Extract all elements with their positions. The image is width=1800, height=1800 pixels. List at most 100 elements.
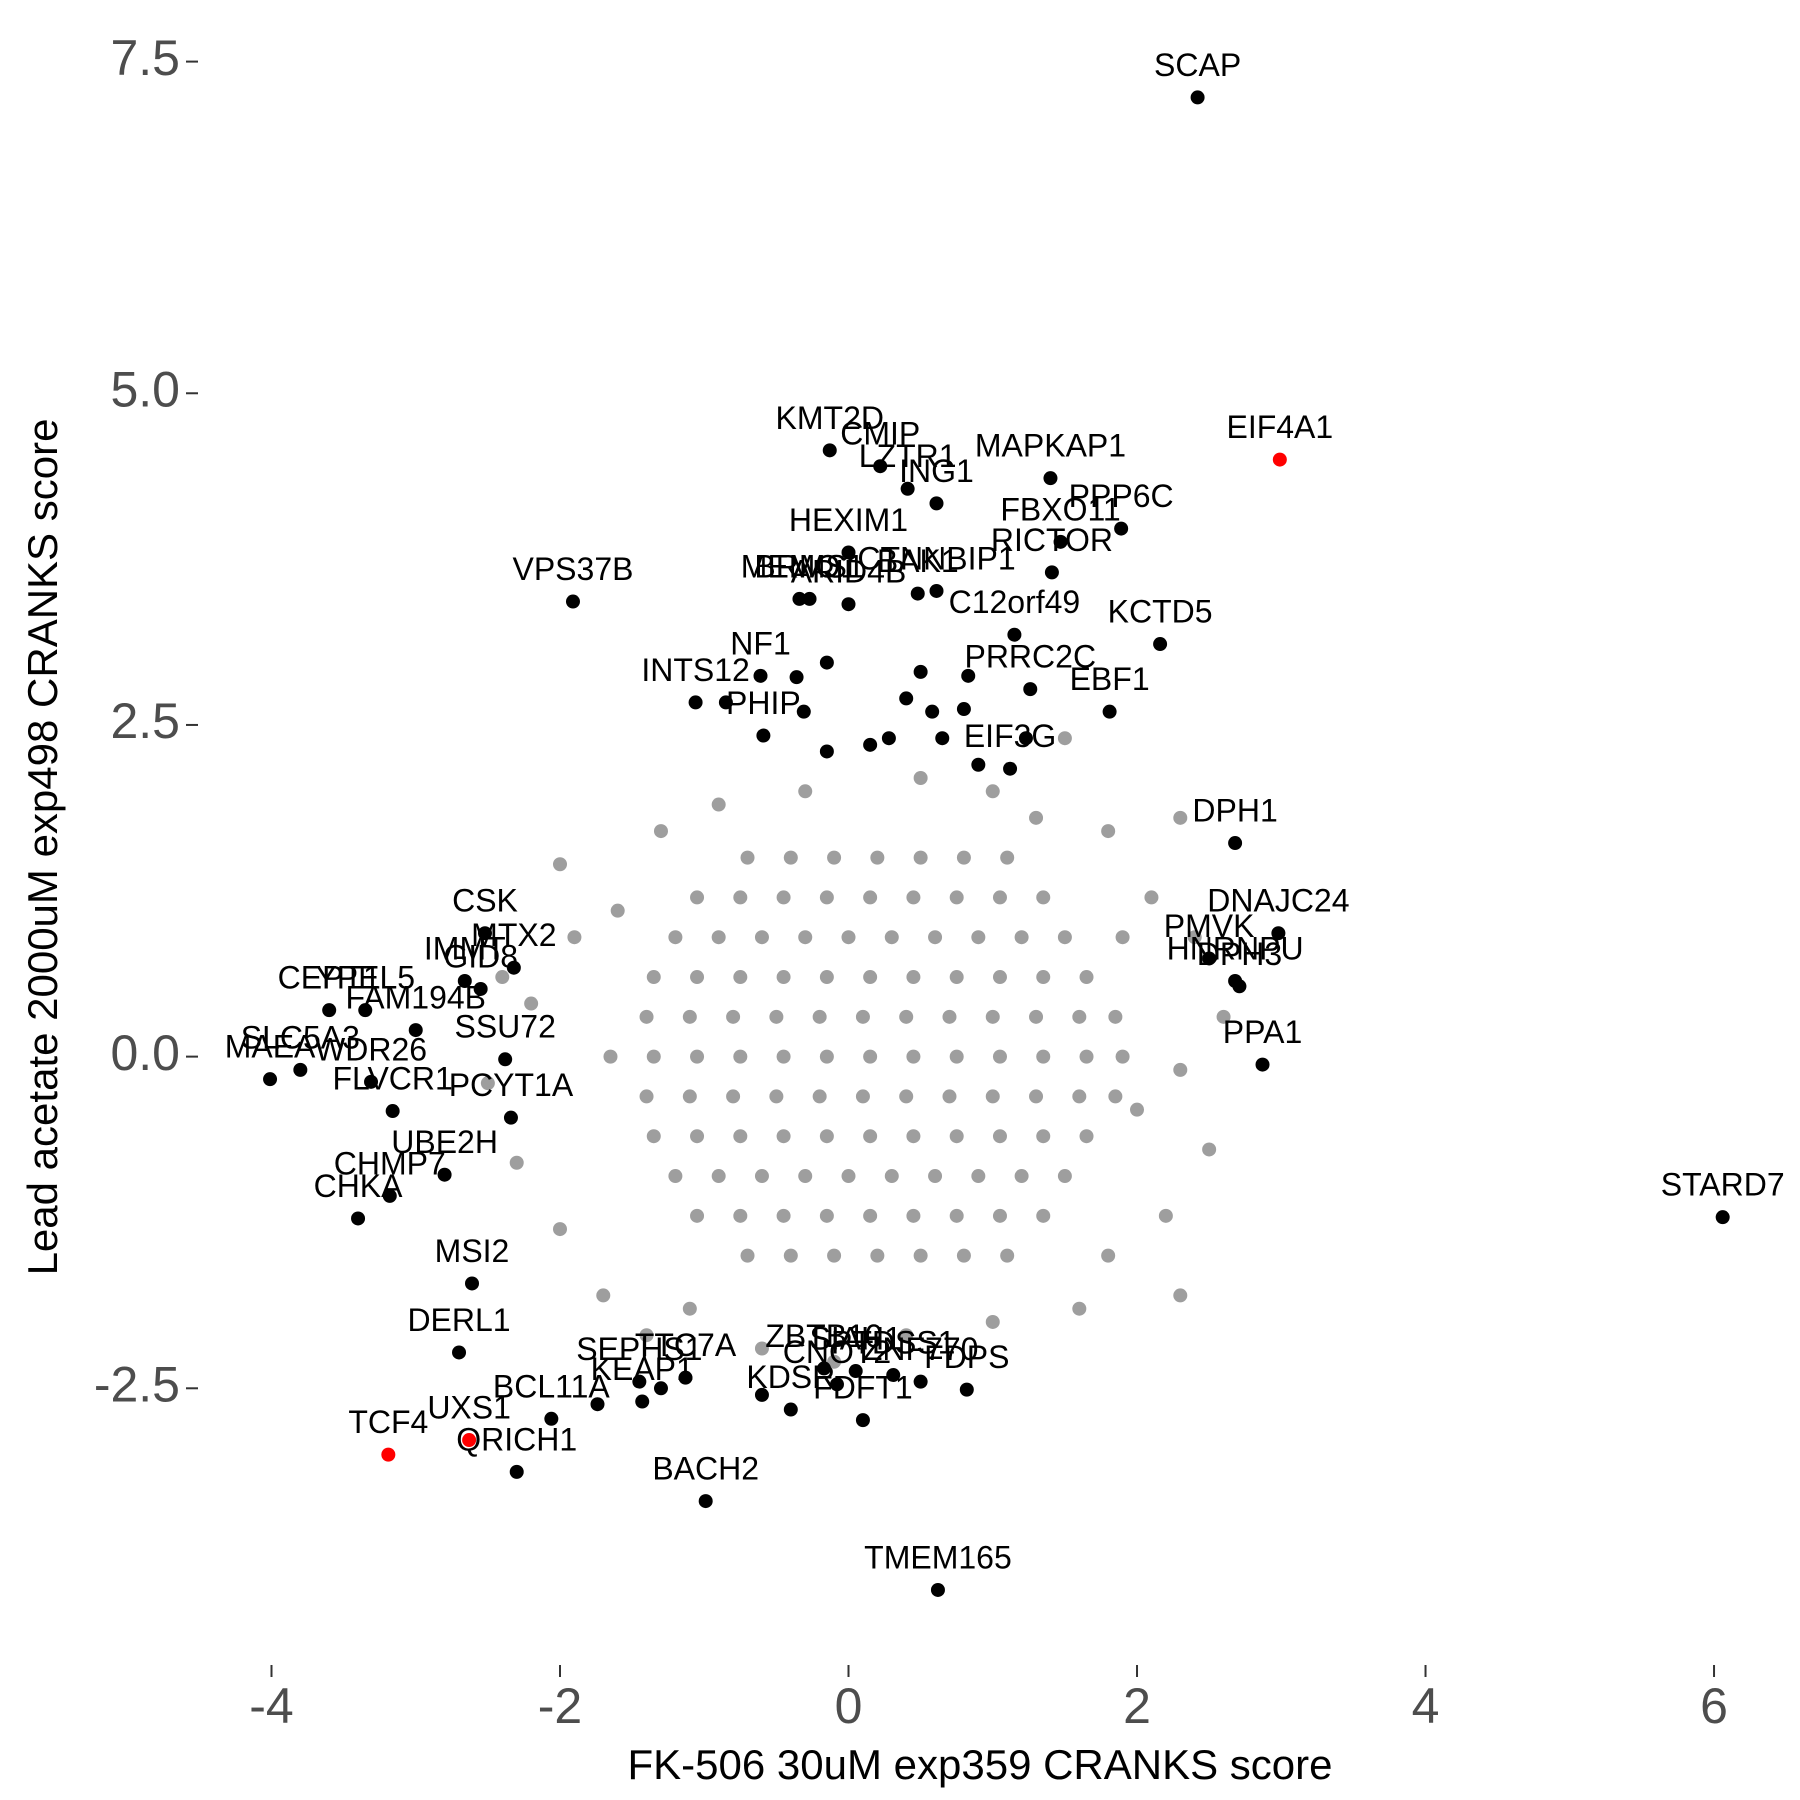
point [873,459,888,474]
point-label: TCF4 [348,1404,428,1440]
point-label: UXS1 [427,1389,511,1425]
point-label: SSU72 [454,1009,555,1045]
point [1057,930,1072,945]
point [985,784,1000,799]
point [682,1089,697,1104]
point [1029,810,1044,825]
point-label: PTDSS1 [831,1324,955,1360]
point [646,1129,661,1144]
point [949,1208,964,1223]
point [827,1354,842,1369]
point [1272,452,1287,467]
point [740,1248,755,1263]
point [783,1402,798,1417]
point [754,930,769,945]
point [1029,1009,1044,1024]
point [798,1169,813,1184]
point [910,586,925,601]
point [985,1314,1000,1329]
point [646,970,661,985]
point [753,668,768,683]
point [985,1009,1000,1024]
point [711,1169,726,1184]
point [776,890,791,905]
point [1018,731,1033,746]
point [971,757,986,772]
point-label: TTC7A [635,1327,737,1363]
point [776,1049,791,1064]
point [733,1129,748,1144]
point [1115,1049,1130,1064]
point [992,890,1007,905]
point [863,1129,878,1144]
point [855,1009,870,1024]
point [819,890,834,905]
point [1190,90,1205,105]
x-tick-label: 2 [1123,1678,1151,1734]
point [900,481,915,496]
point-label: RICTOR [991,522,1113,558]
point [733,1208,748,1223]
point [796,704,811,719]
point [1036,890,1051,905]
point-label: ZNF770 [863,1331,979,1367]
point-label: UBE2H [391,1124,498,1160]
point [827,850,842,865]
point [565,594,580,609]
point-label: C12orf49 [949,584,1081,620]
point [1044,565,1059,580]
point [552,1222,567,1237]
point [1003,761,1018,776]
point [798,930,813,945]
point-label: SIAH1 [809,1320,901,1356]
point [1108,1009,1123,1024]
y-tick-label: 2.5 [110,693,180,749]
point-label: ZBTB10 [765,1318,882,1354]
point [726,1089,741,1104]
point-label: SLC5A3 [241,1019,360,1055]
point-label: KEAP1 [591,1351,694,1387]
point [971,930,986,945]
point [711,930,726,945]
point [822,443,837,458]
point [855,1413,870,1428]
point [906,970,921,985]
point [733,970,748,985]
point [552,857,567,872]
point [884,930,899,945]
point [1043,471,1058,486]
point-label: ARID4B [791,554,907,590]
point-label: VPS37B [512,551,633,587]
point [509,1155,524,1170]
point [899,1009,914,1024]
y-axis-title: Lead acetate 2000uM exp498 CRANKS score [19,419,66,1276]
point [1173,810,1188,825]
point-label: CHKA [314,1168,404,1204]
point-label: MSI2 [435,1233,510,1269]
point [959,1382,974,1397]
point [1108,1089,1123,1104]
point [1036,1208,1051,1223]
point [971,1169,986,1184]
point [863,1208,878,1223]
point [1057,1169,1072,1184]
point-label: KDSR [746,1359,835,1395]
point [802,591,817,606]
point-label: FAM194B [345,980,486,1016]
point-label: DPH1 [1192,792,1277,828]
point [690,890,705,905]
point [855,1089,870,1104]
point [1079,970,1094,985]
point [1000,850,1015,865]
point [816,1361,831,1376]
point [899,1089,914,1104]
point [754,1341,769,1356]
point [776,970,791,985]
point [949,1129,964,1144]
point-label: CNOT2 [783,1334,891,1370]
point [942,1089,957,1104]
x-tick-label: 6 [1700,1678,1728,1734]
point [754,1169,769,1184]
point [480,1076,495,1091]
point [870,850,885,865]
